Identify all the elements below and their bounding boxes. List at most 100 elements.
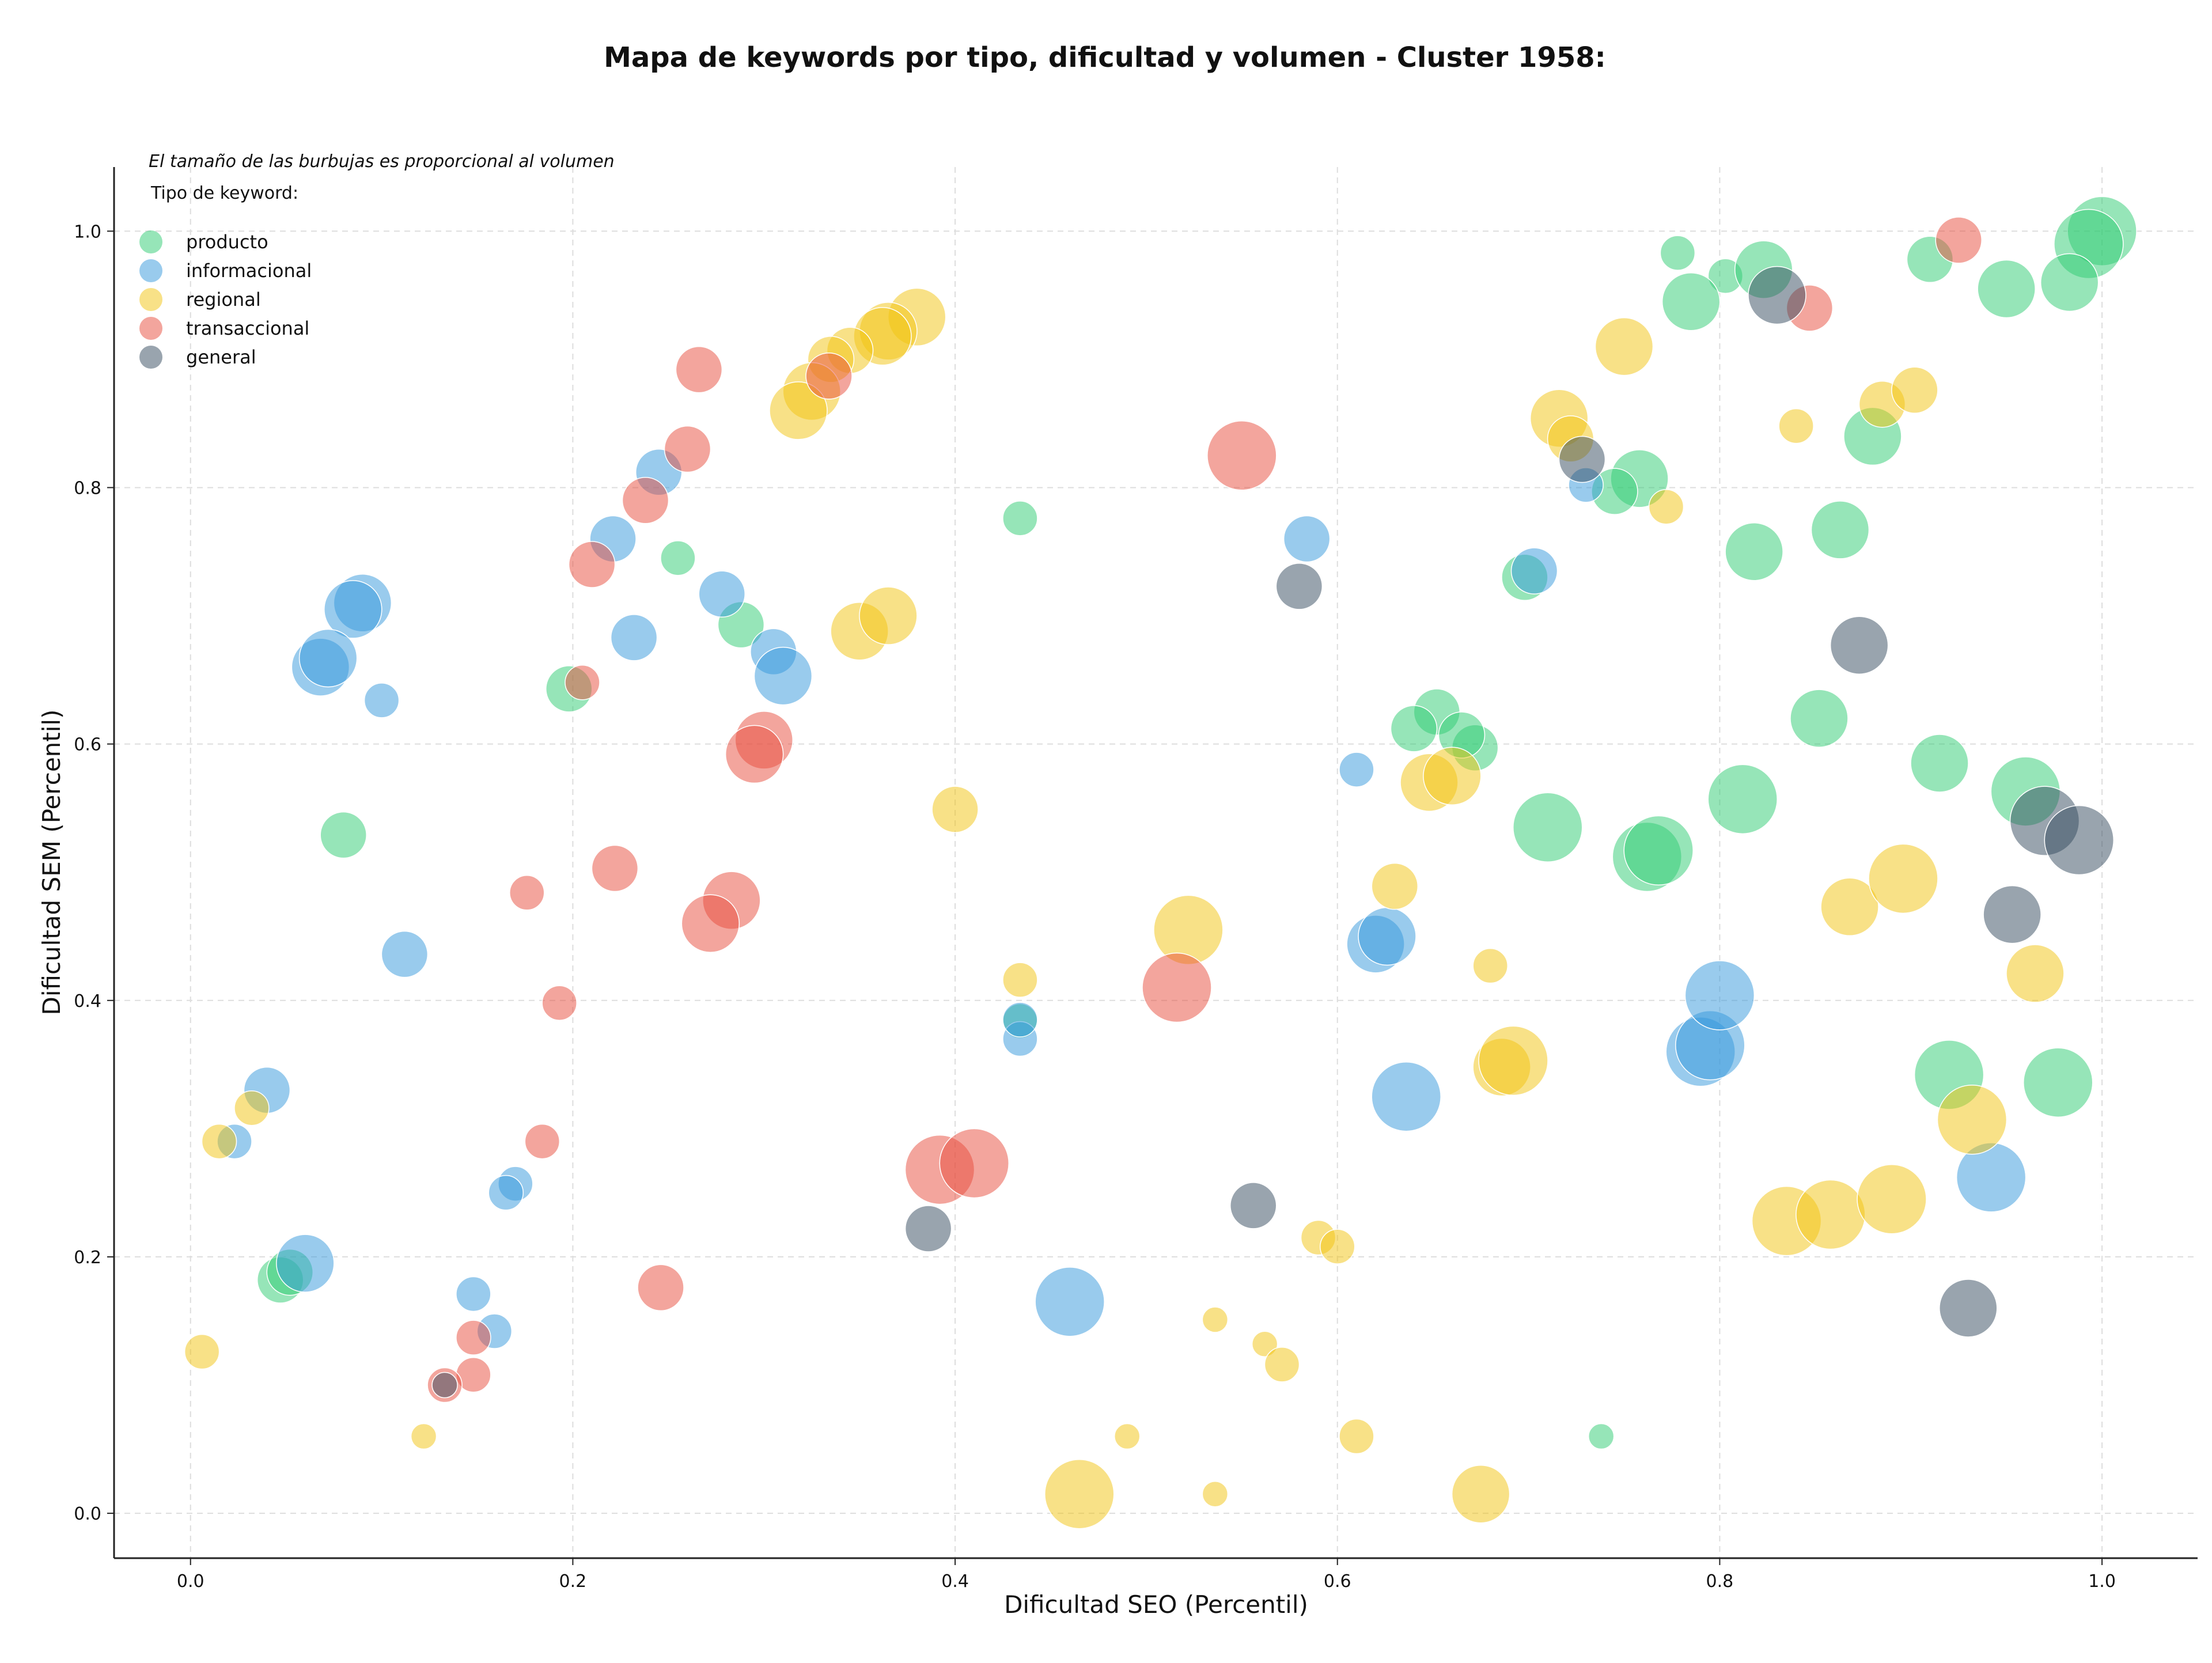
bubbles [184,196,2137,1529]
bubble-regional [234,1090,270,1126]
bubble-transaccional [568,541,616,588]
bubble-general [2044,805,2115,876]
bubble-regional [1202,1480,1229,1507]
bubble-producto [1977,259,2036,319]
bubble-regional [1820,877,1879,937]
bubble-informacional [324,580,382,639]
bubble-regional [1648,489,1684,525]
legend-label: regional [186,289,261,310]
bubble-producto [1661,272,1721,331]
bubble-transaccional [1935,217,1982,264]
bubble-regional [1868,843,1938,914]
bubble-informacional [1358,907,1416,966]
bubble-transaccional [541,985,577,1021]
y-tick-label: 0.4 [74,991,101,1012]
bubble-transaccional [565,665,600,700]
legend-marker [139,346,162,369]
legend-marker [139,259,162,282]
x-axis-label: Dificultad SEO (Percentil) [1004,1590,1308,1619]
bubble-regional [410,1423,437,1450]
bubble-regional [1339,1418,1374,1454]
bubble-regional [1478,1025,1548,1096]
bubble-general [1229,1182,1277,1229]
bubble-producto [1810,501,1870,559]
bubble-regional [1796,1179,1866,1250]
legend-item-transaccional: transaccional [139,317,309,340]
series-regional [184,287,2065,1529]
bubble-producto [1725,522,1783,581]
bubble-informacional [1371,1061,1441,1132]
bubble-transaccional [675,346,723,393]
bubble-regional [1044,1459,1115,1529]
legend: Tipo de keyword: producto informacional re… [139,183,312,369]
bubble-general [1939,1279,1998,1338]
bubble-transaccional [524,1123,560,1160]
bubble-informacional [298,628,358,688]
legend-marker [139,230,162,253]
bubble-producto [2023,1047,2093,1117]
bubble-producto [1390,705,1438,752]
legend-marker [139,317,162,340]
legend-item-producto: producto [139,230,268,253]
bubble-regional [1423,747,1482,806]
bubble-regional [1451,1464,1510,1524]
bubble-regional [1319,1229,1355,1264]
bubble-regional [1251,1331,1278,1358]
x-tick-label: 0.2 [559,1571,587,1592]
bubble-transaccional [805,353,853,400]
bubble-informacional [1339,752,1374,787]
bubble-regional [1202,1306,1229,1333]
bubble-regional [1472,948,1508,984]
bubble-producto [1707,764,1778,835]
legend-marker [139,288,162,311]
bubble-general [1983,885,2041,944]
bubble-transaccional [591,844,639,892]
legend-label: informacional [186,260,312,282]
legend-label: general [186,346,256,368]
bubble-producto [1513,792,1583,863]
bubble-regional [1113,1423,1141,1450]
x-tick-label: 0.4 [941,1571,969,1592]
chart-subtitle: El tamaño de las burbujas es proporciona… [149,151,615,172]
bubble-regional [1857,1164,1927,1234]
bubble-general [1558,435,1606,483]
bubble-producto [320,811,367,859]
bubble-general [1275,563,1323,610]
bubble-regional [1153,895,1224,965]
bubble-producto [1588,1423,1615,1450]
bubble-producto [660,540,696,576]
bubble-transaccional [939,1128,1010,1199]
legend-item-regional: regional [139,288,261,311]
y-tick-label: 0.8 [74,478,101,498]
bubble-general [1830,616,1889,675]
bubble-transaccional [637,1264,684,1312]
tick-marks: 0.0 0.2 0.4 0.6 0.8 1.0 0.0 0.2 0.4 0.6 0.8 1.0 [74,222,2116,1592]
bubble-regional [1264,1347,1300,1382]
bubble-transaccional [725,725,784,784]
bubble-transaccional [664,425,711,473]
bubble-general [1748,266,1806,325]
chart-title: Mapa de keywords por tipo, dificultad y … [604,41,1606,74]
bubble-producto [2040,253,2099,312]
legend-items: producto informacional regional transaccion… [139,230,312,369]
bubble-informacional [1002,1002,1038,1037]
bubble-informacional [1684,960,1755,1031]
y-tick-label: 0.2 [74,1248,101,1268]
bubble-regional [1594,317,1654,376]
bubble-regional [931,786,979,833]
series-informacional [217,448,2027,1349]
legend-title: Tipo de keyword: [150,183,298,203]
y-tick-label: 0.0 [74,1504,101,1524]
bubble-informacional [610,614,658,661]
bubble-informacional [276,1234,335,1293]
bubble-regional [2006,944,2065,1003]
bubble-informacional [488,1175,524,1211]
legend-label: producto [186,231,268,253]
bubble-regional [1002,962,1038,998]
legend-item-general: general [139,346,256,369]
bubble-regional [1778,408,1814,444]
bubble-general [904,1205,952,1252]
bubble-general [431,1372,458,1399]
